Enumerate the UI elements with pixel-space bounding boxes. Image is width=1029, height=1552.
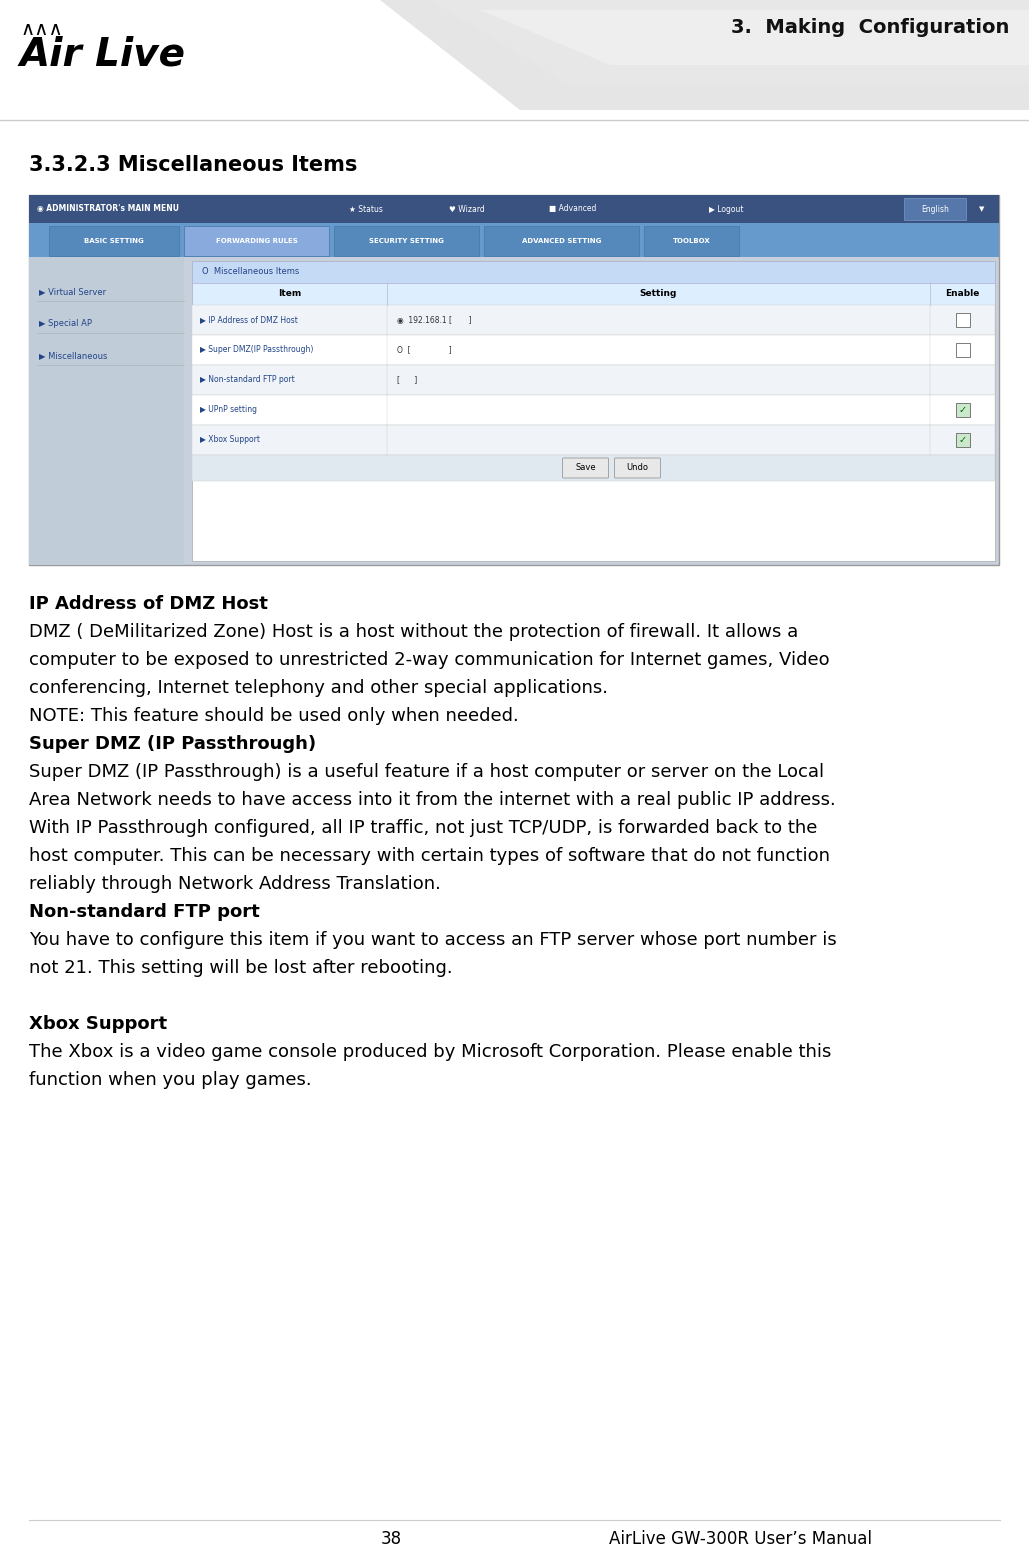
Text: ✓: ✓ [958,435,966,445]
FancyBboxPatch shape [29,196,999,565]
Text: Undo: Undo [627,464,648,472]
Text: Non-standard FTP port: Non-standard FTP port [29,903,259,920]
Text: ▶ IP Address of DMZ Host: ▶ IP Address of DMZ Host [200,315,297,324]
Text: ∧∧∧: ∧∧∧ [20,20,63,39]
Polygon shape [480,9,1029,65]
Text: Super DMZ (IP Passthrough): Super DMZ (IP Passthrough) [29,736,316,753]
Text: Area Network needs to have access into it from the internet with a real public I: Area Network needs to have access into i… [29,792,836,809]
FancyBboxPatch shape [484,227,639,256]
Text: ▼: ▼ [979,206,985,213]
FancyBboxPatch shape [956,343,969,357]
FancyBboxPatch shape [192,261,995,560]
Text: ADVANCED SETTING: ADVANCED SETTING [522,237,601,244]
Text: Enable: Enable [946,290,980,298]
FancyBboxPatch shape [334,227,480,256]
Text: BASIC SETTING: BASIC SETTING [84,237,144,244]
Text: Air Live: Air Live [20,36,186,73]
Text: ▶ Virtual Server: ▶ Virtual Server [39,287,106,296]
Text: ■ Advanced: ■ Advanced [549,205,597,214]
Text: ♥ Wizard: ♥ Wizard [449,205,485,214]
FancyBboxPatch shape [563,458,608,478]
Text: host computer. This can be necessary with certain types of software that do not : host computer. This can be necessary wit… [29,847,830,864]
Text: function when you play games.: function when you play games. [29,1071,312,1090]
Text: Xbox Support: Xbox Support [29,1015,167,1034]
Text: 38: 38 [381,1530,401,1547]
FancyBboxPatch shape [614,458,661,478]
FancyBboxPatch shape [956,314,969,327]
FancyBboxPatch shape [29,223,999,258]
Text: ▶ UPnP setting: ▶ UPnP setting [200,405,257,414]
Text: Save: Save [575,464,596,472]
FancyBboxPatch shape [192,261,995,282]
Text: The Xbox is a video game console produced by Microsoft Corporation. Please enabl: The Xbox is a video game console produce… [29,1043,831,1062]
Text: ▶ Xbox Support: ▶ Xbox Support [200,436,260,444]
Text: O  Miscellaneous Items: O Miscellaneous Items [202,267,299,276]
FancyBboxPatch shape [192,425,995,455]
FancyBboxPatch shape [49,227,179,256]
Text: IP Address of DMZ Host: IP Address of DMZ Host [29,594,268,613]
Text: ✓: ✓ [958,405,966,414]
Text: ▶ Non-standard FTP port: ▶ Non-standard FTP port [200,376,294,385]
FancyBboxPatch shape [904,199,966,220]
Text: 3.  Making  Configuration: 3. Making Configuration [731,19,1009,37]
Text: computer to be exposed to unrestricted 2-way communication for Internet games, V: computer to be exposed to unrestricted 2… [29,650,829,669]
Text: reliably through Network Address Translation.: reliably through Network Address Transla… [29,875,440,892]
FancyBboxPatch shape [192,455,995,481]
Polygon shape [430,0,1029,85]
FancyBboxPatch shape [184,227,329,256]
Text: ▶ Special AP: ▶ Special AP [39,320,92,327]
FancyBboxPatch shape [192,396,995,425]
Text: TOOLBOX: TOOLBOX [673,237,710,244]
Text: Super DMZ (IP Passthrough) is a useful feature if a host computer or server on t: Super DMZ (IP Passthrough) is a useful f… [29,764,824,781]
FancyBboxPatch shape [29,258,184,565]
FancyBboxPatch shape [192,335,995,365]
FancyBboxPatch shape [644,227,739,256]
FancyBboxPatch shape [956,433,969,447]
Text: AirLive GW-300R User’s Manual: AirLive GW-300R User’s Manual [609,1530,873,1547]
Text: NOTE: This feature should be used only when needed.: NOTE: This feature should be used only w… [29,708,519,725]
FancyBboxPatch shape [29,196,999,223]
Text: You have to configure this item if you want to access an FTP server whose port n: You have to configure this item if you w… [29,931,837,948]
Text: ▶ Miscellaneous: ▶ Miscellaneous [39,351,107,360]
Text: ◉  192.168.1 [       ]: ◉ 192.168.1 [ ] [397,315,471,324]
Text: ◉ ADMINISTRATOR's MAIN MENU: ◉ ADMINISTRATOR's MAIN MENU [37,205,179,214]
Text: ▶ Super DMZ(IP Passthrough): ▶ Super DMZ(IP Passthrough) [200,346,314,354]
Text: DMZ ( DeMilitarized Zone) Host is a host without the protection of firewall. It : DMZ ( DeMilitarized Zone) Host is a host… [29,622,799,641]
FancyBboxPatch shape [192,365,995,396]
Polygon shape [380,0,1029,110]
Text: Setting: Setting [640,290,677,298]
FancyBboxPatch shape [192,306,995,335]
FancyBboxPatch shape [956,404,969,417]
Text: ▶ Logout: ▶ Logout [709,205,744,214]
Text: [      ]: [ ] [397,376,417,385]
Text: With IP Passthrough configured, all IP traffic, not just TCP/UDP, is forwarded b: With IP Passthrough configured, all IP t… [29,819,817,837]
Text: FORWARDING RULES: FORWARDING RULES [216,237,297,244]
Text: 3.3.2.3 Miscellaneous Items: 3.3.2.3 Miscellaneous Items [29,155,357,175]
Text: SECURITY SETTING: SECURITY SETTING [369,237,443,244]
FancyBboxPatch shape [192,282,995,306]
Text: conferencing, Internet telephony and other special applications.: conferencing, Internet telephony and oth… [29,680,608,697]
Text: ★ Status: ★ Status [349,205,383,214]
Text: Item: Item [278,290,301,298]
Text: English: English [921,205,949,214]
Text: not 21. This setting will be lost after rebooting.: not 21. This setting will be lost after … [29,959,453,978]
Text: O  [                ]: O [ ] [397,346,452,354]
